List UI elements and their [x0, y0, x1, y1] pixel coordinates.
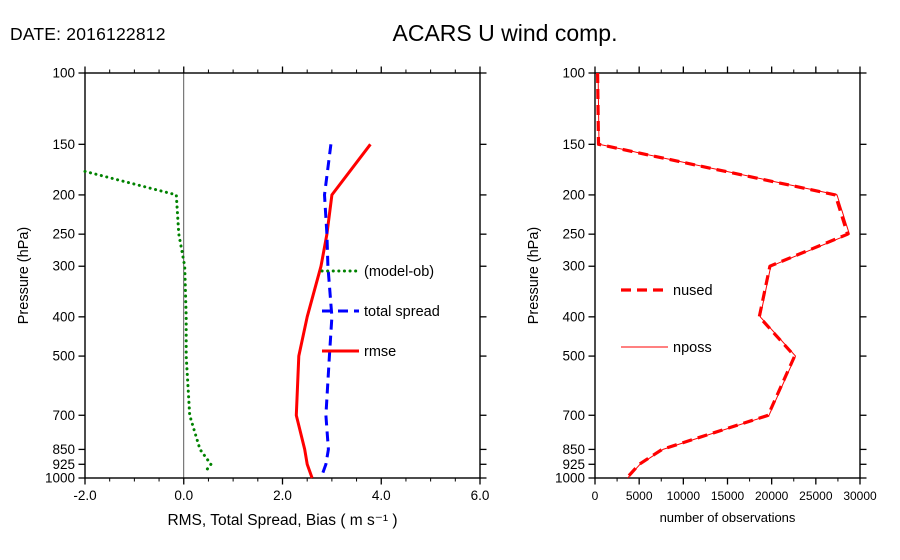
y-tick-label: 200: [52, 187, 75, 202]
y-tick-label: 925: [562, 457, 585, 472]
y-tick-label: 1000: [555, 471, 585, 486]
y-tick-label: 150: [562, 137, 585, 152]
series-line-nposs: [597, 72, 850, 479]
x-tick-label: 0: [592, 489, 599, 503]
x-tick-label: 5000: [626, 489, 653, 503]
x-axis-label: RMS, Total Spread, Bias ( m s⁻¹ ): [167, 512, 397, 529]
y-tick-label: 925: [52, 457, 75, 472]
y-tick-label: 100: [562, 66, 585, 81]
x-tick-label: 10000: [667, 489, 701, 503]
y-tick-label: 100: [52, 66, 75, 81]
y-tick-label: 1000: [45, 471, 75, 486]
chart-wind-stats: -2.0 0.0 2.0 4.0 6.0 100 150 200 250 300 400 500 700…: [16, 66, 489, 530]
y-tick-label: 250: [562, 227, 585, 242]
x-tick-label: 2.0: [273, 488, 292, 503]
y-tick-label: 850: [562, 442, 585, 457]
series-line-rmse: [294, 143, 372, 479]
legend-label-total-spread: total spread: [364, 304, 440, 320]
y-tick-label: 300: [562, 259, 585, 274]
series-line-total-spread: [319, 144, 334, 479]
date-label: DATE: 2016122812: [10, 24, 166, 44]
y-tick-label: 500: [562, 349, 585, 364]
x-tick-label: -2.0: [73, 488, 96, 503]
x-axis-label: number of observations: [660, 510, 796, 525]
x-tick-label: 20000: [755, 489, 789, 503]
y-axis-label: Pressure (hPa): [526, 227, 542, 325]
y-tick-label: 250: [52, 227, 75, 242]
legend-label-rmse: rmse: [364, 344, 396, 360]
chart-obs-counts: 0 5000 10000 15000 20000 25000 30000 100 150 200 2…: [526, 66, 877, 526]
series-line-nused: [596, 72, 850, 480]
legend-label-nposs: nposs: [673, 340, 712, 356]
x-tick-label: 30000: [843, 489, 877, 503]
legend-label-model-ob: (model-ob): [364, 264, 434, 280]
series-line-model-ob: [83, 169, 213, 473]
x-tick-label: 15000: [711, 489, 745, 503]
x-tick-label: 0.0: [174, 488, 193, 503]
legend-label-nused: nused: [673, 283, 713, 299]
y-axis-label: Pressure (hPa): [16, 227, 32, 325]
y-tick-label: 200: [562, 187, 585, 202]
y-tick-label: 150: [52, 137, 75, 152]
y-tick-label: 400: [562, 309, 585, 324]
y-tick-label: 700: [562, 408, 585, 423]
y-tick-label: 700: [52, 408, 75, 423]
y-tick-label: 400: [52, 309, 75, 324]
y-tick-label: 850: [52, 442, 75, 457]
y-tick-label: 500: [52, 349, 75, 364]
plot-frame: [84, 72, 481, 479]
x-tick-label: 6.0: [471, 488, 490, 503]
y-tick-label: 300: [52, 259, 75, 274]
plot-frame: [594, 72, 861, 479]
x-tick-label: 25000: [799, 489, 833, 503]
figure-title: ACARS U wind comp.: [392, 20, 618, 46]
x-tick-label: 4.0: [372, 488, 391, 503]
